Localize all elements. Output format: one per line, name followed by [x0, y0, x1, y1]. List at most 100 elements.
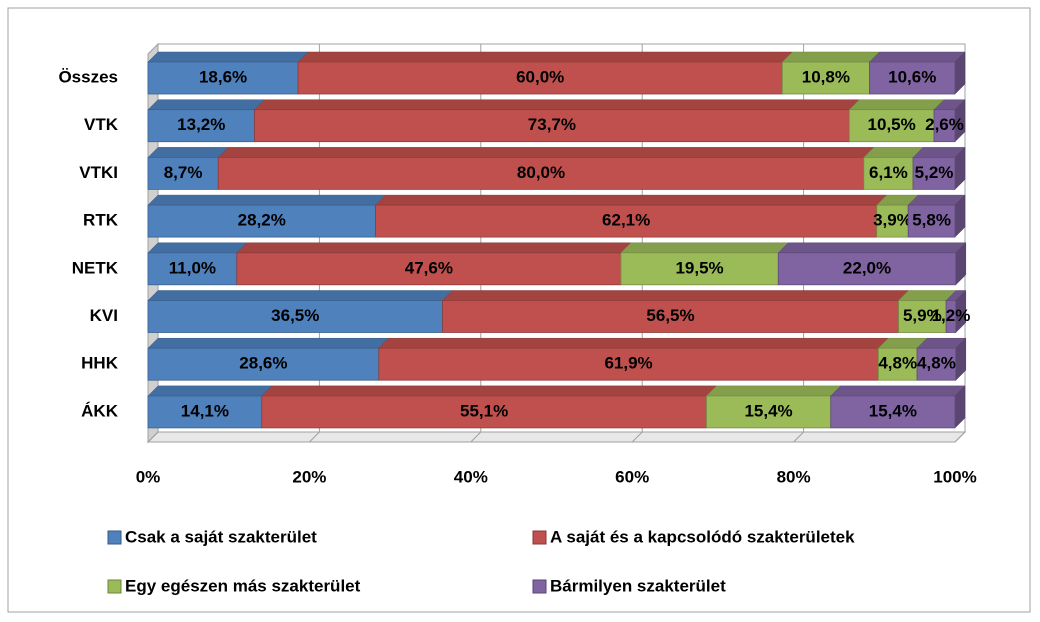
bar [147, 347, 380, 381]
data-label: 1,2% [932, 306, 971, 325]
bar [912, 156, 956, 190]
bar-top [236, 242, 632, 254]
bar [945, 300, 957, 333]
bar-top [620, 242, 789, 254]
bar-top [147, 242, 248, 254]
bar-top [378, 337, 889, 349]
data-label: 61,9% [604, 354, 652, 373]
x-tick-label: 40% [454, 467, 488, 486]
bar-top [781, 51, 881, 63]
grid-line-floor [631, 431, 643, 443]
grid-line-floor [793, 431, 804, 443]
bar [297, 61, 783, 95]
y-tick-label: VTK [84, 115, 119, 134]
bar [706, 395, 832, 429]
legend-swatch [107, 530, 122, 545]
data-label: 56,5% [646, 306, 694, 325]
bar-top [147, 194, 387, 206]
bar [877, 347, 918, 381]
data-label: 28,2% [238, 211, 286, 230]
data-label: 55,1% [460, 401, 508, 420]
bar [830, 395, 956, 429]
legend-label: Bármilyen szakterület [550, 576, 726, 595]
grid-line-floor [309, 431, 320, 443]
bar [907, 204, 956, 238]
bar [147, 300, 443, 333]
bar [848, 109, 935, 143]
y-tick-label: Összes [58, 67, 118, 86]
grid-line-floor [954, 431, 966, 443]
y-tick-label: KVI [90, 306, 118, 325]
data-label: 22,0% [843, 258, 891, 277]
bar [147, 395, 263, 429]
data-label: 4,8% [917, 354, 956, 373]
x-tick-label: 0% [136, 467, 161, 486]
bar [147, 156, 219, 190]
data-label: 19,5% [675, 258, 723, 277]
legend-label: A saját és a kapcsolódó szakterületek [550, 527, 855, 546]
bar-top [374, 194, 888, 206]
bar-top [147, 337, 390, 349]
legend-swatch [532, 530, 547, 545]
bar-top [297, 51, 793, 63]
bar [863, 156, 914, 190]
data-label: 10,5% [868, 115, 916, 134]
data-label: 28,6% [239, 354, 287, 373]
data-label: 8,7% [164, 163, 203, 182]
legend-label: Egy egészen más szakterület [125, 576, 361, 595]
data-label: 6,1% [869, 163, 908, 182]
bar-top [217, 147, 875, 158]
bar-top [830, 385, 966, 397]
bar [781, 61, 870, 95]
grid-line-floor [470, 431, 482, 443]
bar-top [777, 242, 967, 254]
legend-swatch [107, 579, 122, 594]
legend-swatch [532, 579, 547, 594]
bar [442, 300, 899, 333]
y-tick-label: HHK [81, 354, 119, 373]
data-label: 4,8% [878, 354, 917, 373]
bar [933, 109, 956, 143]
bar-top [147, 147, 229, 158]
bar [217, 156, 865, 190]
data-label: 10,8% [802, 67, 850, 86]
y-tick-label: ÁKK [81, 401, 119, 420]
data-label: 5,2% [915, 163, 954, 182]
bar-top [147, 290, 454, 301]
x-tick-label: 100% [933, 467, 976, 486]
data-label: 11,0% [169, 258, 216, 277]
grid-line-floor [147, 431, 159, 443]
bar [777, 252, 957, 286]
bar [378, 347, 879, 381]
bar-top [848, 99, 945, 110]
bar [147, 61, 299, 95]
data-label: 18,6% [199, 67, 247, 86]
x-tick-label: 20% [292, 467, 326, 486]
x-tick-label: 80% [777, 467, 811, 486]
y-tick-label: RTK [83, 211, 119, 230]
bar-top [253, 99, 860, 110]
bar-top [147, 385, 273, 397]
data-label: 15,4% [869, 401, 917, 420]
data-label: 5,9% [903, 306, 942, 325]
x-tick-label: 60% [615, 467, 649, 486]
bar-top [147, 99, 266, 110]
y-tick-label: NETK [72, 258, 119, 277]
y-tick-label: VTKI [79, 163, 118, 182]
data-label: 60,0% [516, 67, 564, 86]
data-label: 13,2% [177, 115, 225, 134]
data-label: 73,7% [528, 115, 576, 134]
data-label: 10,6% [888, 67, 936, 86]
bar-top [261, 385, 718, 397]
data-label: 3,9% [873, 211, 912, 230]
bar [147, 109, 255, 143]
bar [869, 61, 956, 95]
data-label: 62,1% [602, 211, 650, 230]
bar-top [705, 385, 842, 397]
bar [261, 395, 707, 429]
data-label: 5,8% [912, 211, 951, 230]
bar [916, 347, 957, 381]
legend-label: Csak a saját szakterület [125, 527, 317, 546]
